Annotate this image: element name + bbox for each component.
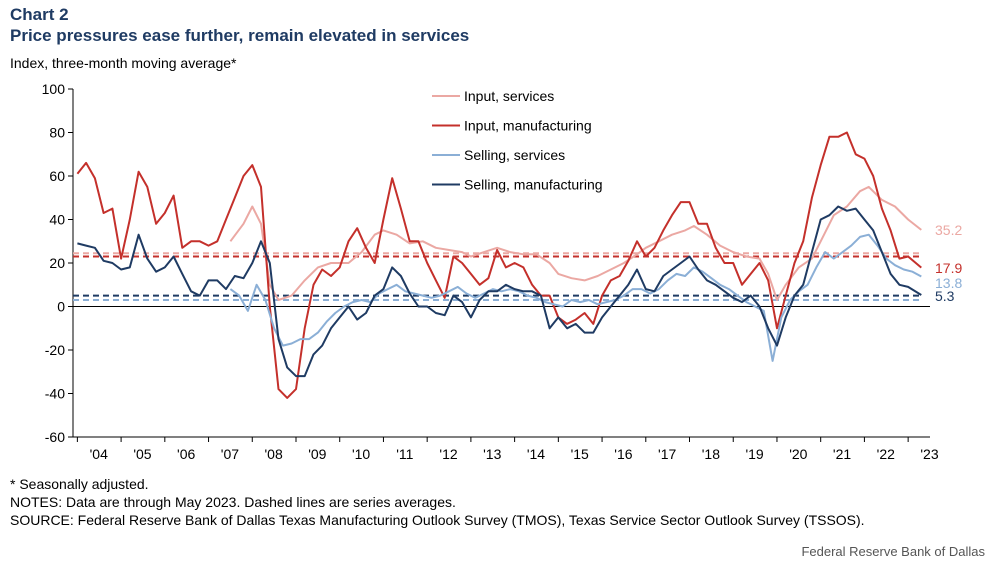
footnotes: * Seasonally adjusted. NOTES: Data are t… [10,475,940,529]
x-tick-label: '06 [177,446,195,462]
end-value-label: 17.9 [935,260,962,276]
series-line [76,131,922,399]
y-tick-label: 80 [49,125,65,141]
chart-title: Price pressures ease further, remain ele… [10,26,470,45]
x-tick-label: '04 [90,446,108,462]
y-axis-units: Index, three-month moving average* [10,55,237,71]
x-tick-label: '07 [221,446,239,462]
x-tick-label: '08 [265,446,283,462]
series-line [229,233,922,362]
y-tick-label: -20 [45,342,65,358]
y-tick-label: 60 [49,168,65,184]
end-value-label: 13.8 [935,275,962,291]
legend-label: Selling, services [464,147,565,163]
series-line [77,205,922,378]
x-tick-label: '10 [352,446,370,462]
x-tick-label: '23 [920,446,938,462]
credit-line: Federal Reserve Bank of Dallas [801,544,985,559]
end-value-label: 35.2 [935,222,962,238]
chart-canvas: -60 -40 -20 0 20 40 60 80 100 '04 '05 '06 '07 '08 '09 '… [42,81,963,462]
legend-label: Selling, manufacturing [464,177,603,193]
footnote-notes: NOTES: Data are through May 2023. Dashed… [10,494,456,510]
legend: Input, services Input, manufacturing Selli… [432,88,603,193]
x-tick-label: '05 [133,446,151,462]
y-tick-label: 20 [49,255,65,271]
x-tick-label: '11 [396,446,413,462]
series-line [229,185,922,301]
x-tick-label: '18 [702,446,720,462]
x-tick-label: '12 [439,446,457,462]
x-tick-label: '22 [877,446,895,462]
x-tick-label: '19 [745,446,763,462]
y-tick-label: 100 [42,81,66,97]
chart-number: Chart 2 [10,5,69,24]
y-tick-label: 0 [57,299,65,315]
end-value-label: 5.3 [935,288,955,304]
y-tick-label: 40 [49,212,65,228]
footnote-seasonal: * Seasonally adjusted. [10,476,149,492]
y-tick-label: -40 [45,386,65,402]
footnote-source: SOURCE: Federal Reserve Bank of Dallas T… [10,512,865,528]
x-tick-label: '13 [483,446,501,462]
series-lines [76,131,922,399]
axes: -60 -40 -20 0 20 40 60 80 100 '04 '05 '06 '07 '08 '09 '… [42,81,939,462]
x-tick-label: '16 [614,446,632,462]
x-tick-label: '17 [658,446,676,462]
x-tick-label: '14 [527,446,545,462]
y-tick-label: -60 [45,429,65,445]
x-tick-label: '21 [833,446,851,462]
x-tick-label: '20 [789,446,807,462]
legend-label: Input, manufacturing [464,118,592,134]
end-labels: 35.2 17.913.85.3 [935,222,962,304]
legend-label: Input, services [464,88,554,104]
x-tick-label: '09 [308,446,326,462]
x-tick-label: '15 [571,446,589,462]
